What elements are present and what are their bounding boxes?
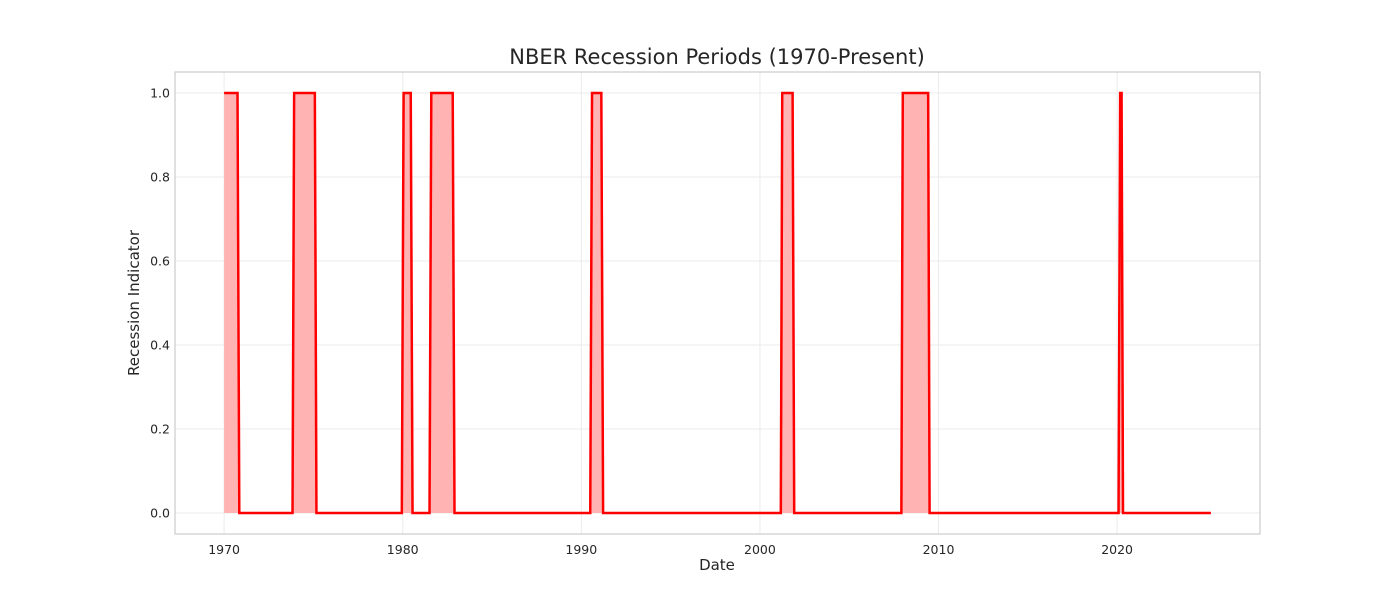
x-axis-label: Date xyxy=(699,556,735,574)
axis-ticks: 1970 1980 1990 2000 2010 2020 0.0 0.2 0.4 0.6 0.8 1… xyxy=(150,86,1133,558)
y-tick-label: 1.0 xyxy=(150,86,170,101)
y-axis-label: Recession Indicator xyxy=(125,229,143,376)
y-tick-label: 0.6 xyxy=(150,254,170,269)
plot-frame xyxy=(174,71,1261,535)
x-tick-label: 1970 xyxy=(208,542,240,557)
chart-title: NBER Recession Periods (1970-Present) xyxy=(509,45,925,69)
y-tick-label: 0.4 xyxy=(150,338,170,353)
y-tick-label: 0.0 xyxy=(150,506,170,521)
x-tick-label: 1990 xyxy=(565,542,597,557)
x-tick-label: 2020 xyxy=(1101,542,1133,557)
y-tick-label: 0.8 xyxy=(150,170,170,185)
recession-fill-area xyxy=(224,93,1211,513)
x-tick-label: 2000 xyxy=(744,542,776,557)
x-tick-label: 2010 xyxy=(923,542,955,557)
grid-lines xyxy=(175,72,1260,534)
x-tick-label: 1980 xyxy=(387,542,419,557)
y-tick-label: 0.2 xyxy=(150,422,170,437)
recession-indicator-line xyxy=(224,91,1211,515)
